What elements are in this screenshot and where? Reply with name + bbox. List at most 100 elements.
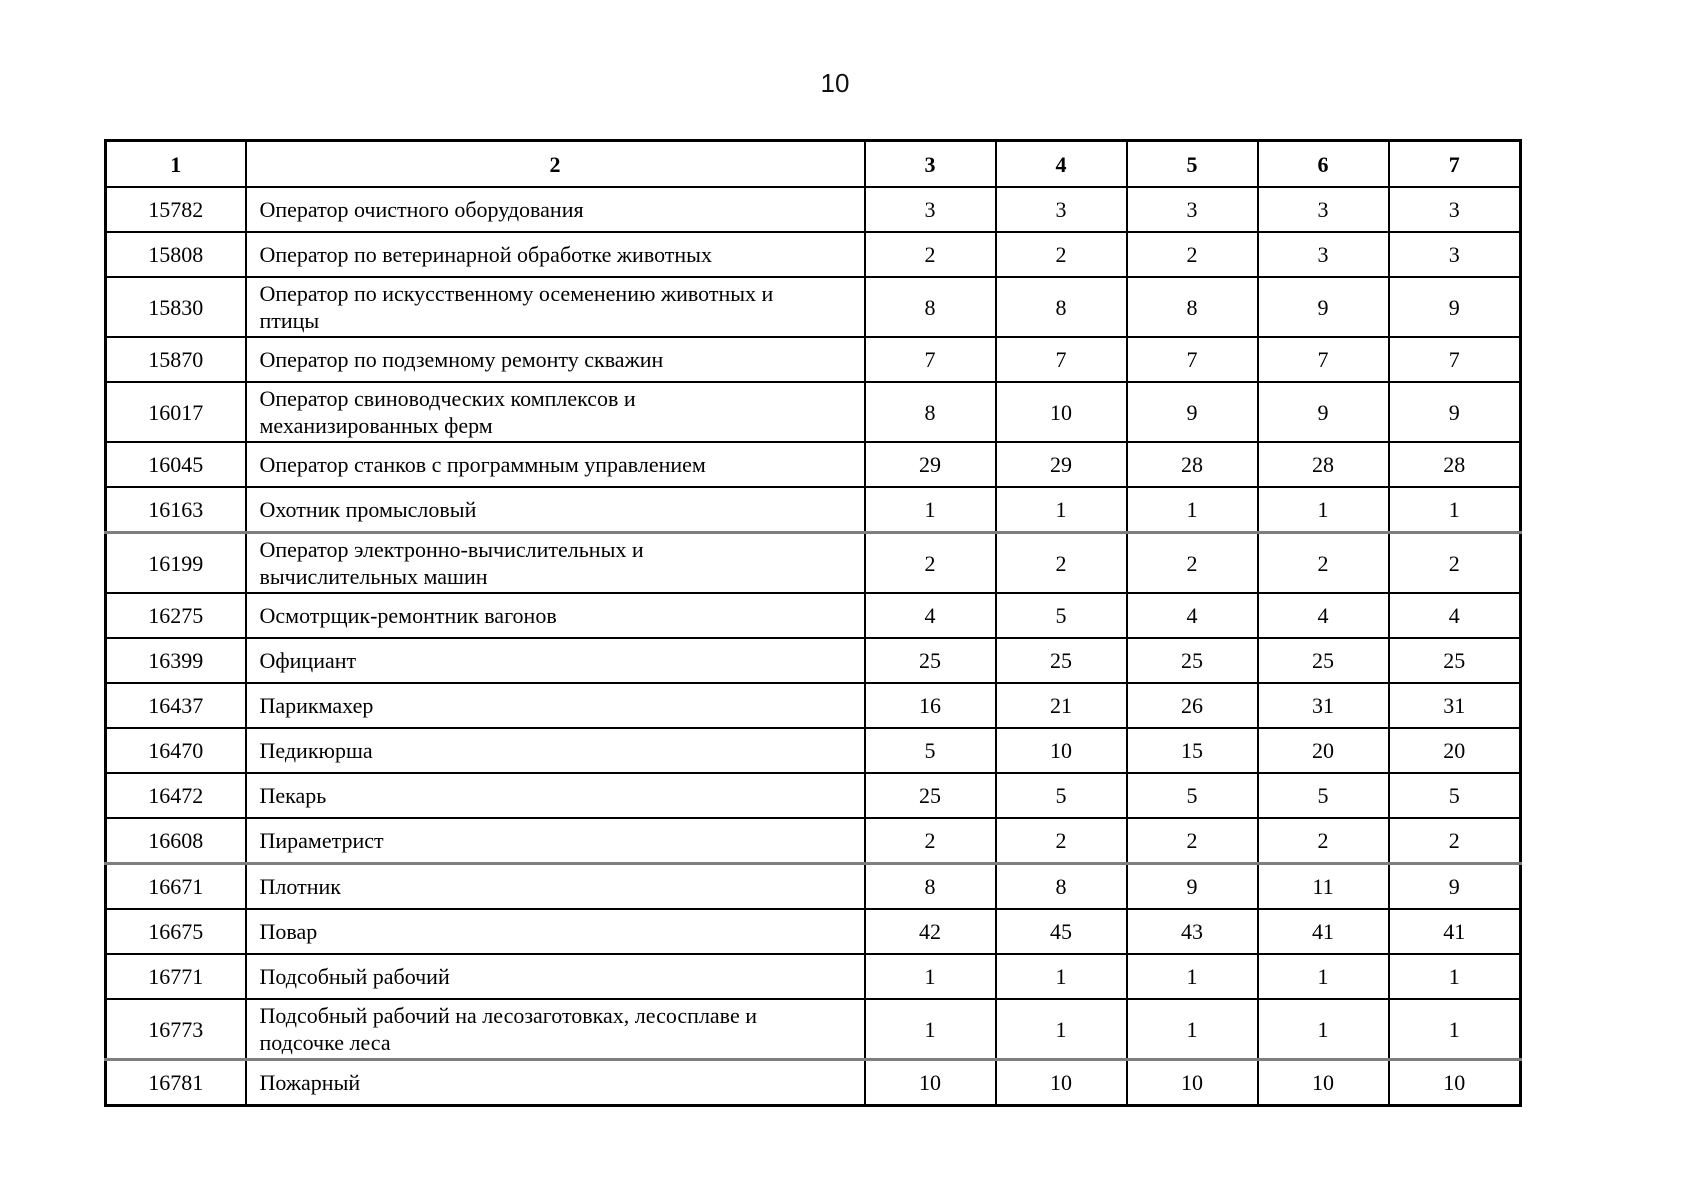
row-value-cell: 8 [863,862,997,910]
row-value-cell: 3 [1387,186,1522,233]
row-name-cell: Охотник промысловый [244,486,866,534]
row-value-cell: 3 [1256,186,1390,233]
row-code-cell: 16781 [104,1058,247,1107]
row-value-cell: 1 [994,486,1128,534]
row-value-cell: 10 [994,1058,1128,1107]
table-row: 16437 Парикмахер 16 21 26 31 31 [104,682,1522,729]
row-code-cell: 16275 [104,592,247,639]
row-value-cell: 29 [994,441,1128,488]
row-value-cell: 7 [1387,336,1522,383]
row-value-cell: 31 [1256,682,1390,729]
row-code-cell: 16771 [104,953,247,1000]
row-value-cell: 28 [1256,441,1390,488]
row-value-cell: 9 [1387,381,1522,443]
row-name-cell: Оператор свиноводческих комплексов и мех… [244,381,866,443]
row-code-cell: 16671 [104,862,247,910]
row-name-cell: Оператор по подземному ремонту скважин [244,336,866,383]
table-body: 15782 Оператор очистного оборудования 3 3 3 3… [104,186,1522,1107]
header-row: 1 2 3 4 5 6 7 [104,139,1522,188]
row-value-cell: 43 [1125,908,1259,955]
row-value-cell: 7 [994,336,1128,383]
row-value-cell: 4 [1125,592,1259,639]
column-header-1: 1 [104,139,247,188]
row-value-cell: 1 [1125,998,1259,1061]
row-value-cell: 1 [1256,953,1390,1000]
row-name-cell: Пекарь [244,772,866,819]
table-header: 1 2 3 4 5 6 7 [104,139,1522,188]
row-value-cell: 5 [1125,772,1259,819]
row-value-cell: 9 [1387,276,1522,338]
row-value-cell: 1 [1125,486,1259,534]
row-value-cell: 10 [1387,1058,1522,1107]
row-value-cell: 25 [1256,637,1390,684]
column-header-2: 2 [244,139,866,188]
row-value-cell: 9 [1125,381,1259,443]
row-value-cell: 1 [994,998,1128,1061]
column-header-3: 3 [863,139,997,188]
row-value-cell: 10 [1125,1058,1259,1107]
row-value-cell: 10 [994,727,1128,774]
row-value-cell: 21 [994,682,1128,729]
row-value-cell: 1 [1387,953,1522,1000]
table-row: 16163 Охотник промысловый 1 1 1 1 1 [104,486,1522,534]
row-value-cell: 1 [1256,486,1390,534]
row-value-cell: 28 [1125,441,1259,488]
row-value-cell: 25 [863,637,997,684]
row-name-cell: Оператор станков с программным управлени… [244,441,866,488]
row-value-cell: 2 [994,531,1128,594]
table-row: 16399 Официант 25 25 25 25 25 [104,637,1522,684]
row-value-cell: 8 [863,381,997,443]
row-value-cell: 1 [994,953,1128,1000]
column-header-7: 7 [1387,139,1522,188]
row-value-cell: 9 [1387,862,1522,910]
row-value-cell: 2 [1256,817,1390,865]
row-value-cell: 10 [863,1058,997,1107]
row-value-cell: 5 [863,727,997,774]
row-name-cell: Повар [244,908,866,955]
table-row: 16045 Оператор станков с программным упра… [104,441,1522,488]
row-value-cell: 5 [994,592,1128,639]
row-value-cell: 2 [1125,231,1259,278]
row-value-cell: 1 [863,953,997,1000]
row-value-cell: 2 [994,231,1128,278]
row-value-cell: 25 [1125,637,1259,684]
table-row: 15830 Оператор по искусственному осеменен… [104,276,1522,338]
row-value-cell: 25 [863,772,997,819]
row-value-cell: 4 [1387,592,1522,639]
row-name-cell: Осмотрщик-ремонтник вагонов [244,592,866,639]
row-value-cell: 2 [863,231,997,278]
row-value-cell: 31 [1387,682,1522,729]
row-value-cell: 41 [1387,908,1522,955]
row-name-cell: Парикмахер [244,682,866,729]
row-value-cell: 25 [994,637,1128,684]
row-code-cell: 16437 [104,682,247,729]
row-value-cell: 11 [1256,862,1390,910]
row-name-cell: Оператор по ветеринарной обработке живот… [244,231,866,278]
row-value-cell: 9 [1125,862,1259,910]
row-value-cell: 5 [1387,772,1522,819]
row-name-cell: Пираметрист [244,817,866,865]
table-row: 16771 Подсобный рабочий 1 1 1 1 1 [104,953,1522,1000]
row-value-cell: 20 [1387,727,1522,774]
row-value-cell: 26 [1125,682,1259,729]
row-code-cell: 16608 [104,817,247,865]
table-row: 16199 Оператор электронно-вычислительных … [104,531,1522,594]
row-code-cell: 16017 [104,381,247,443]
row-name-cell: Плотник [244,862,866,910]
row-value-cell: 1 [1387,998,1522,1061]
row-value-cell: 8 [863,276,997,338]
row-name-cell: Подсобный рабочий [244,953,866,1000]
table-row: 15870 Оператор по подземному ремонту сква… [104,336,1522,383]
row-value-cell: 3 [1256,231,1390,278]
table-row: 16781 Пожарный 10 10 10 10 10 [104,1058,1522,1107]
row-value-cell: 45 [994,908,1128,955]
row-value-cell: 2 [863,531,997,594]
table-row: 16275 Осмотрщик-ремонтник вагонов 4 5 4 4 4 [104,592,1522,639]
row-value-cell: 2 [863,817,997,865]
column-header-4: 4 [994,139,1128,188]
table-row: 16773 Подсобный рабочий на лесозаготовках… [104,998,1522,1061]
row-value-cell: 5 [1256,772,1390,819]
occupations-table: 1 2 3 4 5 6 7 15782 Оператор очистного об… [104,139,1522,1107]
row-value-cell: 7 [863,336,997,383]
row-value-cell: 1 [1387,486,1522,534]
